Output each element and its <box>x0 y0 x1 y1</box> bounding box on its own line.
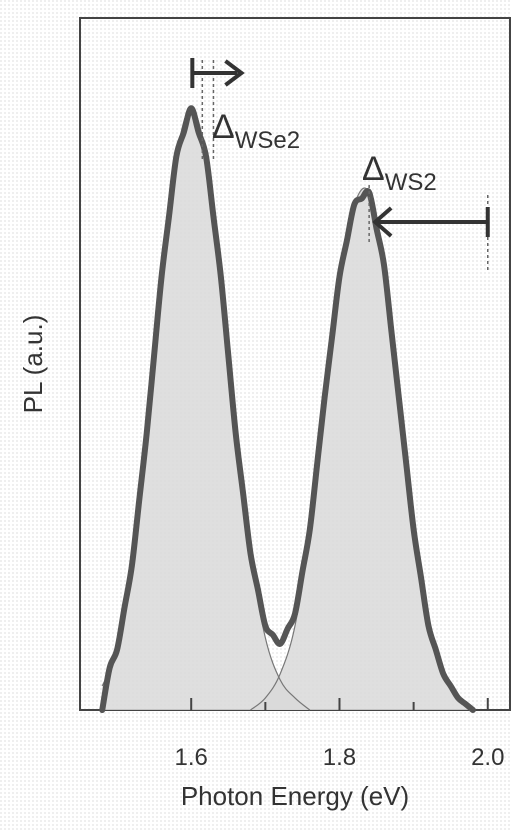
delta-wse2-label: ΔWSe2 <box>212 108 300 154</box>
ws2-arrow-head <box>372 206 393 238</box>
delta-ws2-label: ΔWS2 <box>362 150 437 196</box>
wse2-arrow-head <box>224 59 245 87</box>
total-spectrum-line <box>99 105 476 713</box>
series-fill-ws2 <box>250 188 473 710</box>
y-axis-label: PL (a.u.) <box>18 315 48 414</box>
x-axis-label: Photon Energy (eV) <box>181 781 409 811</box>
x-tick-label: 1.6 <box>175 744 208 771</box>
x-tick-label: 2.0 <box>471 744 504 771</box>
x-tick-label: 1.8 <box>323 744 356 771</box>
series-fill-wse2 <box>102 108 310 711</box>
